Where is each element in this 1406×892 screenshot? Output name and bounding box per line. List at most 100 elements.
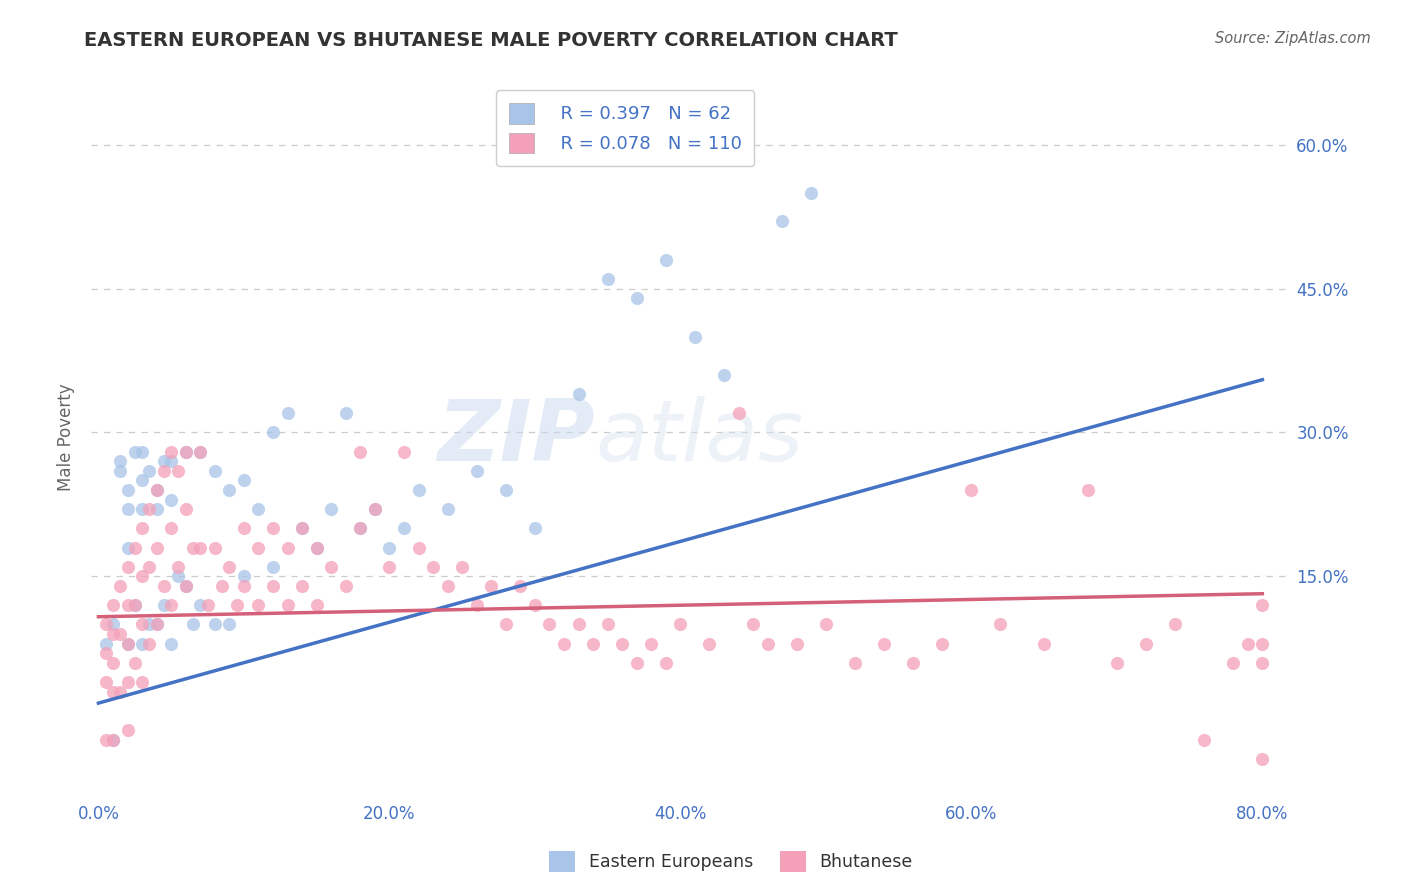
Point xyxy=(131,569,153,583)
Point xyxy=(335,579,357,593)
Point xyxy=(567,617,589,632)
Point xyxy=(1077,483,1099,497)
Point xyxy=(197,599,219,613)
Legend: Eastern Europeans, Bhutanese: Eastern Europeans, Bhutanese xyxy=(543,844,920,879)
Point xyxy=(145,502,167,516)
Point xyxy=(167,559,190,574)
Point xyxy=(211,579,233,593)
Point xyxy=(408,483,430,497)
Point xyxy=(699,637,721,651)
Point xyxy=(364,502,387,516)
Point xyxy=(101,732,124,747)
Point xyxy=(1251,752,1274,766)
Point xyxy=(1236,637,1258,651)
Point xyxy=(110,684,132,698)
Point xyxy=(160,599,183,613)
Point xyxy=(218,483,240,497)
Point xyxy=(931,637,953,651)
Point xyxy=(160,637,183,651)
Point xyxy=(101,617,124,632)
Point xyxy=(626,656,648,670)
Point xyxy=(101,627,124,641)
Point xyxy=(153,599,176,613)
Point xyxy=(1105,656,1128,670)
Point xyxy=(188,444,211,458)
Point xyxy=(553,637,575,651)
Point xyxy=(232,579,254,593)
Point xyxy=(1251,637,1274,651)
Point xyxy=(1251,599,1274,613)
Point xyxy=(1251,656,1274,670)
Point xyxy=(392,444,415,458)
Point xyxy=(640,637,662,651)
Point xyxy=(101,732,124,747)
Point xyxy=(479,579,502,593)
Point xyxy=(124,599,146,613)
Point xyxy=(683,329,706,343)
Point xyxy=(873,637,896,651)
Point xyxy=(247,502,270,516)
Point xyxy=(451,559,474,574)
Point xyxy=(814,617,837,632)
Point xyxy=(181,541,204,555)
Legend:   R = 0.397   N = 62,   R = 0.078   N = 110: R = 0.397 N = 62, R = 0.078 N = 110 xyxy=(496,90,754,166)
Point xyxy=(844,656,866,670)
Point xyxy=(291,521,314,535)
Point xyxy=(277,599,299,613)
Point xyxy=(596,617,619,632)
Point xyxy=(960,483,983,497)
Point xyxy=(523,599,546,613)
Point xyxy=(131,521,153,535)
Point xyxy=(800,186,823,200)
Point xyxy=(188,541,211,555)
Point xyxy=(188,444,211,458)
Point xyxy=(321,502,343,516)
Point xyxy=(392,521,415,535)
Point xyxy=(131,637,153,651)
Point xyxy=(232,521,254,535)
Point xyxy=(167,464,190,478)
Point xyxy=(770,214,793,228)
Point xyxy=(160,521,183,535)
Point xyxy=(124,599,146,613)
Point xyxy=(117,637,139,651)
Point xyxy=(1135,637,1157,651)
Point xyxy=(160,492,183,507)
Point xyxy=(174,579,197,593)
Point xyxy=(495,483,517,497)
Point xyxy=(990,617,1012,632)
Point xyxy=(756,637,779,651)
Point xyxy=(262,521,284,535)
Point xyxy=(349,521,371,535)
Point xyxy=(305,541,328,555)
Text: atlas: atlas xyxy=(595,396,803,479)
Point xyxy=(145,617,167,632)
Point xyxy=(232,569,254,583)
Point xyxy=(218,559,240,574)
Point xyxy=(378,559,401,574)
Point xyxy=(742,617,765,632)
Point xyxy=(160,444,183,458)
Point xyxy=(181,617,204,632)
Point xyxy=(364,502,387,516)
Point xyxy=(94,637,117,651)
Point xyxy=(218,617,240,632)
Point xyxy=(669,617,692,632)
Text: ZIP: ZIP xyxy=(437,396,595,479)
Point xyxy=(655,656,678,670)
Point xyxy=(145,483,167,497)
Point xyxy=(204,617,226,632)
Point xyxy=(110,464,132,478)
Point xyxy=(305,541,328,555)
Point xyxy=(422,559,444,574)
Point xyxy=(713,368,735,382)
Point xyxy=(138,617,160,632)
Point xyxy=(138,637,160,651)
Point xyxy=(204,541,226,555)
Point xyxy=(145,617,167,632)
Point xyxy=(277,541,299,555)
Point xyxy=(495,617,517,632)
Text: Source: ZipAtlas.com: Source: ZipAtlas.com xyxy=(1215,31,1371,46)
Point xyxy=(321,559,343,574)
Point xyxy=(232,474,254,488)
